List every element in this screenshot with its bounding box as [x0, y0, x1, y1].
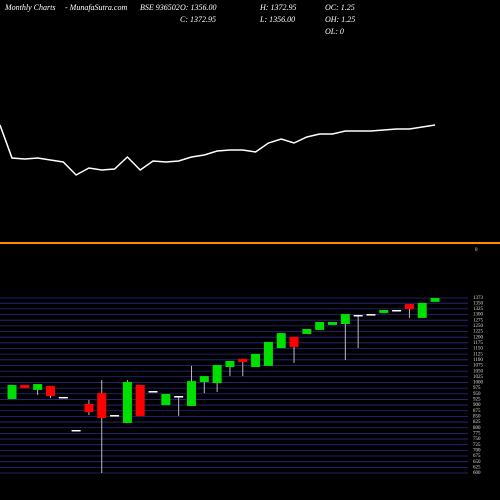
candle-body	[289, 336, 299, 347]
candle-body	[71, 429, 81, 432]
candle-body	[302, 329, 312, 334]
y-tick-label: 650	[473, 460, 481, 465]
stat: H: 1372.95	[259, 3, 296, 12]
y-tick-label: 1350	[473, 301, 484, 306]
y-tick-label: 925	[473, 398, 481, 403]
candle-body	[238, 358, 248, 363]
candle-body	[174, 396, 184, 398]
y-tick-label: 1225	[473, 330, 484, 335]
candle-body	[379, 309, 389, 313]
candle-body	[148, 391, 158, 393]
candle-body	[276, 333, 286, 349]
y-tick-label: 800	[473, 426, 481, 431]
candle-body	[110, 415, 120, 417]
candle-body	[199, 376, 209, 382]
candle-body	[186, 381, 196, 406]
stat: OC: 1.25	[325, 3, 355, 12]
y-tick-label: 1100	[473, 358, 483, 363]
y-tick-label: 1275	[473, 318, 484, 323]
y-tick-label: 1175	[473, 341, 483, 346]
candle-body	[7, 384, 17, 399]
candle-body	[417, 302, 427, 318]
candle-body	[263, 341, 273, 366]
candle-body	[20, 384, 30, 389]
stat: OH: 1.25	[325, 15, 355, 24]
y-tick-label: 1025	[473, 375, 484, 380]
y-tick-label: 950	[473, 392, 481, 397]
y-tick-label: 1325	[473, 307, 484, 312]
y-tick-label: 850	[473, 415, 481, 420]
candle-body	[366, 314, 376, 316]
y-tick-label: 875	[473, 409, 481, 414]
candle-body	[404, 304, 414, 310]
divider-label: 0	[475, 248, 478, 253]
y-tick-label: 625	[473, 465, 481, 470]
y-tick-label: 750	[473, 437, 481, 442]
stat: O: 1356.00	[180, 3, 216, 12]
y-tick-label: 1050	[473, 369, 484, 374]
candle-body	[225, 360, 235, 368]
candle-body	[328, 321, 337, 325]
candle-body	[251, 353, 261, 368]
candle-body	[353, 314, 363, 317]
candle-body	[122, 381, 132, 423]
y-tick-label: 900	[473, 403, 481, 408]
indicator-line	[0, 124, 436, 176]
candle-body	[340, 314, 350, 325]
y-tick-label: 1373	[473, 296, 484, 301]
y-tick-label: 975	[473, 386, 481, 391]
y-tick-label: 600	[473, 471, 481, 476]
candle-body	[430, 298, 440, 302]
stat: L: 1356.00	[259, 15, 295, 24]
stat: OL: 0	[325, 27, 344, 36]
y-tick-label: 675	[473, 454, 481, 459]
candle-body	[97, 393, 107, 418]
candle-body	[84, 403, 94, 413]
y-tick-label: 700	[473, 449, 481, 454]
y-tick-label: 1150	[473, 347, 483, 352]
y-tick-label: 1075	[473, 364, 484, 369]
y-tick-label: 1200	[473, 335, 484, 340]
candle-body	[315, 321, 325, 330]
stat: C: 1372.95	[180, 15, 216, 24]
y-tick-label: 1250	[473, 324, 484, 329]
candle-body	[45, 386, 55, 397]
site: - MunafaSutra.com	[65, 3, 127, 12]
symbol: BSE 936502	[140, 3, 180, 12]
y-tick-label: 825	[473, 420, 481, 425]
y-tick-label: 725	[473, 443, 481, 448]
brand: Monthly Charts	[4, 3, 55, 12]
candle-body	[212, 365, 222, 384]
candle-body	[161, 393, 171, 406]
candle-body	[392, 309, 402, 312]
y-tick-label: 775	[473, 432, 481, 437]
y-tick-label: 1125	[473, 352, 483, 357]
candle-body	[33, 384, 43, 390]
y-tick-label: 1300	[473, 313, 484, 318]
candle-body	[135, 384, 145, 416]
y-tick-label: 1000	[473, 381, 484, 386]
candle-body	[58, 396, 68, 399]
